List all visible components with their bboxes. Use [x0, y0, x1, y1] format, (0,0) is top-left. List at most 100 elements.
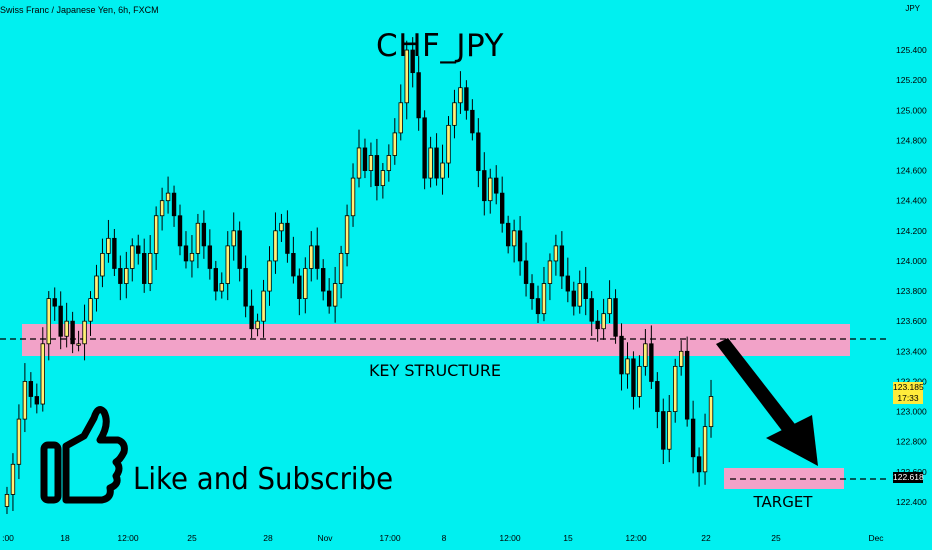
candle-bear — [422, 117, 427, 179]
candle-bull — [10, 463, 16, 495]
candle-bear — [559, 245, 565, 277]
candle-bull — [553, 245, 559, 262]
candle-bull — [100, 253, 105, 277]
candle-bull — [16, 418, 22, 465]
candle-bull — [225, 245, 230, 284]
candle-bear — [416, 72, 421, 119]
candle-bull — [195, 222, 201, 254]
time-tick-label: 8 — [442, 533, 447, 543]
price-tick-label: 123.800 — [896, 286, 927, 296]
candle-bull — [267, 260, 272, 292]
candle-bull — [511, 230, 517, 247]
candle-bull — [380, 170, 386, 187]
candle-bear — [523, 260, 529, 284]
candle-bear — [362, 147, 368, 171]
price-tick-label: 123.200 — [896, 376, 927, 386]
currency-label: JPY — [905, 4, 920, 13]
candle-bull — [88, 298, 93, 322]
candle-bear — [142, 253, 147, 284]
candle-bear — [696, 456, 702, 473]
candle-bear — [291, 253, 296, 277]
candle-bull — [219, 283, 224, 292]
candle-bear — [595, 320, 600, 330]
candle-bear — [374, 155, 380, 187]
candle-bull — [124, 268, 129, 284]
candle-bull — [279, 222, 284, 232]
target-price-tag: 122.618 — [893, 472, 924, 483]
candle-bull — [159, 200, 165, 217]
candle-bull — [338, 253, 344, 284]
time-tick-label: 15 — [563, 533, 573, 543]
candle-bull — [255, 320, 260, 330]
time-tick-label: 25 — [187, 533, 197, 543]
price-tick-label: 123.000 — [896, 407, 927, 417]
time-tick-label: 28 — [263, 533, 273, 543]
time-tick-label: 22 — [701, 533, 711, 543]
candle-bear — [207, 245, 213, 269]
projection-arrow-shaft — [716, 338, 798, 436]
candle-bear — [684, 350, 690, 420]
live-price-tag: 123.185 17:33 — [893, 382, 924, 404]
price-tick-label: 124.600 — [896, 166, 927, 176]
candle-bear — [28, 381, 34, 397]
candle-bear — [285, 222, 290, 254]
candle-bull — [261, 290, 266, 322]
candle-bear — [470, 109, 475, 134]
price-tick-label: 125.400 — [896, 45, 927, 55]
candle-bull — [398, 102, 403, 134]
candle-bull — [577, 283, 582, 307]
candle-bull — [488, 177, 493, 202]
candle-bear — [58, 305, 63, 337]
candle-bull — [147, 253, 153, 284]
candle-bull — [702, 426, 708, 473]
candle-bull — [64, 320, 69, 337]
time-axis[interactable]: :00 18 12:00 25 28 Nov 17:00 8 12:00 15 12:00 22 25 D… — [2, 533, 884, 543]
candle-bear — [34, 396, 40, 405]
price-tick-label: 124.800 — [896, 135, 927, 145]
candle-bull — [4, 494, 10, 507]
candle-bear — [571, 290, 576, 307]
candles-group — [4, 37, 714, 514]
candle-bear — [655, 381, 660, 412]
candle-bear — [690, 418, 696, 458]
candle-bear — [464, 87, 469, 111]
candle-bull — [309, 245, 314, 269]
candle-bear — [535, 298, 541, 315]
candle-bull — [708, 396, 714, 428]
candle-bull — [273, 230, 278, 262]
time-tick-label: 12:00 — [625, 533, 647, 543]
candle-bear — [589, 298, 594, 322]
candle-bull — [356, 147, 362, 179]
price-tick-label: 122.600 — [896, 467, 927, 477]
candle-bull — [368, 155, 374, 171]
candle-bull — [82, 320, 87, 345]
candle-bear — [70, 320, 75, 345]
candle-bear — [631, 358, 636, 397]
candle-bull — [607, 298, 612, 315]
candle-bear — [136, 245, 141, 254]
candle-bull — [452, 102, 457, 126]
projection-arrow — [716, 338, 818, 466]
price-tick-label: 122.800 — [896, 437, 927, 447]
candle-bull — [332, 283, 338, 307]
candle-bull — [46, 298, 51, 345]
candle-bull — [625, 358, 630, 375]
time-tick-label: 12:00 — [117, 533, 139, 543]
candle-bear — [583, 283, 588, 299]
time-tick-label: :00 — [2, 533, 14, 543]
live-price-value: 123.185 — [893, 382, 924, 392]
price-axis[interactable]: 125.400 125.200 125.000 124.800 124.600 124.4… — [896, 45, 927, 507]
candle-bull — [643, 343, 648, 367]
time-tick-label: 12:00 — [499, 533, 521, 543]
thumbs-up-icon — [40, 406, 128, 504]
candle-bear — [500, 192, 505, 224]
candle-bear — [297, 275, 302, 299]
candle-bull — [344, 215, 350, 254]
price-tick-label: 123.600 — [896, 316, 927, 326]
candle-bull — [637, 365, 642, 397]
candle-bear — [476, 132, 481, 171]
candle-bull — [601, 313, 606, 330]
candle-bull — [303, 268, 308, 299]
